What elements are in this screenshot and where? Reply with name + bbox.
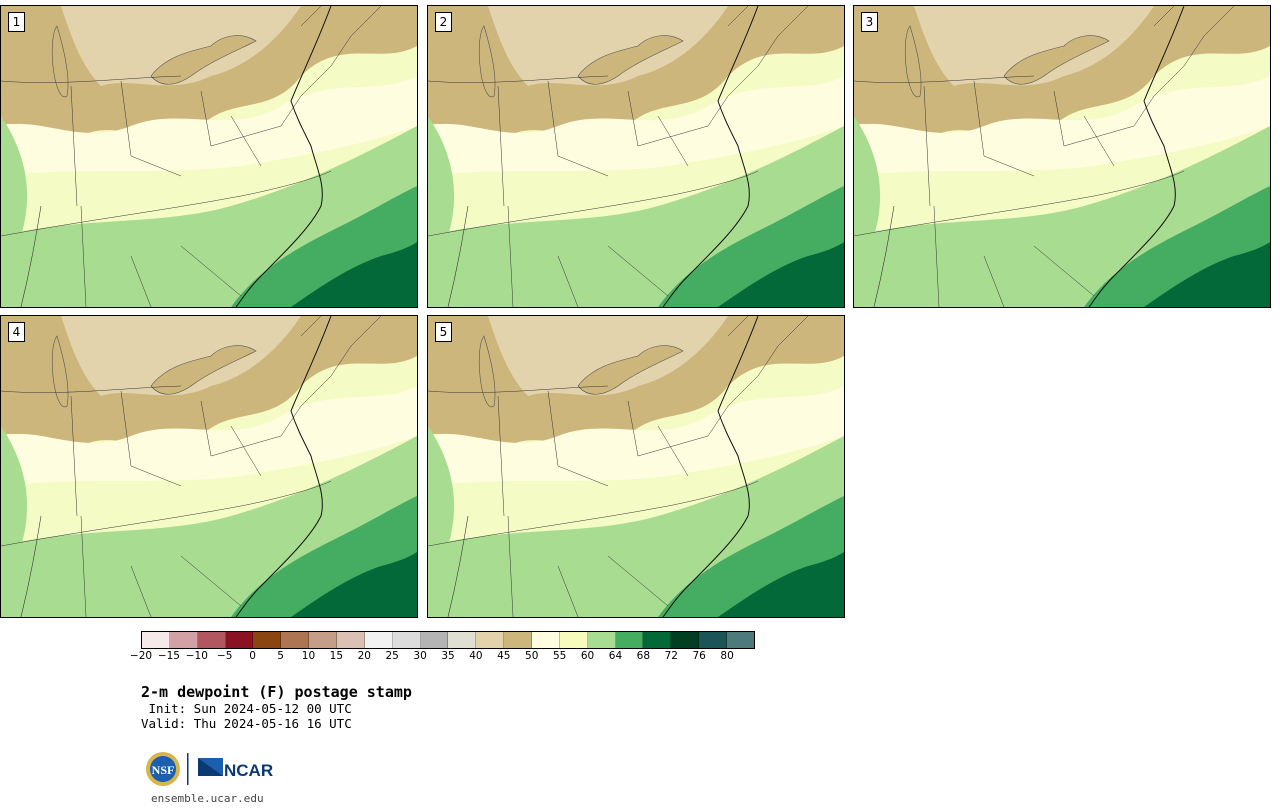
colorbar-tick-label: 40 <box>469 650 483 662</box>
colorbar-ticks: −20 −15 −10 −5 0 5 10 15 20 25 30 35 40 45 50 55 60 64 68 7… <box>130 650 755 664</box>
colorbar-swatch <box>671 632 700 648</box>
logo-divider <box>187 753 189 785</box>
colorbar-swatch <box>476 632 505 648</box>
stamp-panel-5: 5 <box>427 315 845 618</box>
panel-label-3: 3 <box>861 12 878 32</box>
dewpoint-map-5 <box>428 316 844 617</box>
colorbar-swatch <box>504 632 533 648</box>
colorbar-tick-label: 25 <box>385 650 399 662</box>
nsf-logo-icon: NSF <box>146 752 180 786</box>
colorbar-tick-label: −15 <box>157 650 180 662</box>
panel-label-2: 2 <box>435 12 452 32</box>
colorbar-swatch <box>197 632 226 648</box>
colorbar-tick-label: 72 <box>664 650 678 662</box>
dewpoint-map-3 <box>854 6 1270 307</box>
plot-title: 2-m dewpoint (F) postage stamp <box>141 683 412 701</box>
stamp-panel-3: 3 <box>853 5 1271 308</box>
colorbar-swatch <box>253 632 282 648</box>
colorbar-swatch <box>281 632 310 648</box>
colorbar-swatch <box>643 632 672 648</box>
nsf-logo-text: NSF <box>152 763 175 777</box>
valid-time: Valid: Thu 2024-05-16 16 UTC <box>141 716 352 731</box>
colorbar-tick-label: 50 <box>525 650 539 662</box>
colorbar-swatch <box>142 632 170 648</box>
init-time: Init: Sun 2024-05-12 00 UTC <box>141 701 352 716</box>
colorbar-swatch <box>559 632 588 648</box>
colorbar-swatch <box>699 632 728 648</box>
colorbar-swatch <box>392 632 421 648</box>
colorbar-tick-label: 10 <box>301 650 316 662</box>
site-url: ensemble.ucar.edu <box>151 792 264 805</box>
colorbar-swatch <box>169 632 198 648</box>
colorbar-swatch <box>337 632 365 648</box>
colorbar-swatch <box>420 632 449 648</box>
colorbar-tick-label: 60 <box>580 650 595 662</box>
colorbar-tick-label: 76 <box>692 650 706 662</box>
colorbar-swatch <box>364 632 393 648</box>
colorbar-tick-label: −5 <box>216 650 233 662</box>
dewpoint-map-4 <box>1 316 417 617</box>
dewpoint-colorbar <box>141 631 755 649</box>
colorbar-tick-label: −10 <box>185 650 208 662</box>
colorbar-tick-label: 45 <box>497 650 511 662</box>
colorbar-swatch <box>225 632 254 648</box>
dewpoint-map-2 <box>428 6 844 307</box>
stamp-panel-4: 4 <box>0 315 418 618</box>
logos: NSF NCAR <box>146 752 273 786</box>
colorbar-tick-label: 35 <box>441 650 455 662</box>
colorbar-tick-label: 68 <box>636 650 651 662</box>
colorbar-swatch <box>615 632 644 648</box>
colorbar-tick-label: 64 <box>608 650 623 662</box>
colorbar-tick-label: 0 <box>249 650 256 662</box>
colorbar-tick-label: 15 <box>329 650 344 662</box>
ncar-logo-icon: NCAR <box>198 758 273 780</box>
colorbar-tick-label: 20 <box>357 650 371 662</box>
colorbar-swatch <box>448 632 477 648</box>
colorbar-tick-label: 5 <box>277 650 284 662</box>
colorbar-tick-label: 30 <box>413 650 427 662</box>
stamp-panel-2: 2 <box>427 5 845 308</box>
colorbar-swatch <box>587 632 616 648</box>
colorbar-tick-label: 55 <box>552 650 567 662</box>
panel-label-1: 1 <box>8 12 25 32</box>
colorbar-swatch <box>532 632 560 648</box>
ncar-logo-text: NCAR <box>224 761 273 780</box>
dewpoint-map-1 <box>1 6 417 307</box>
stamp-panel-1: 1 <box>0 5 418 308</box>
colorbar-tick-label: −20 <box>129 650 153 662</box>
colorbar-swatch <box>309 632 338 648</box>
panel-label-4: 4 <box>8 322 25 342</box>
panel-label-5: 5 <box>435 322 452 342</box>
colorbar-tick-label: 80 <box>720 650 734 662</box>
colorbar-swatch <box>727 632 754 648</box>
